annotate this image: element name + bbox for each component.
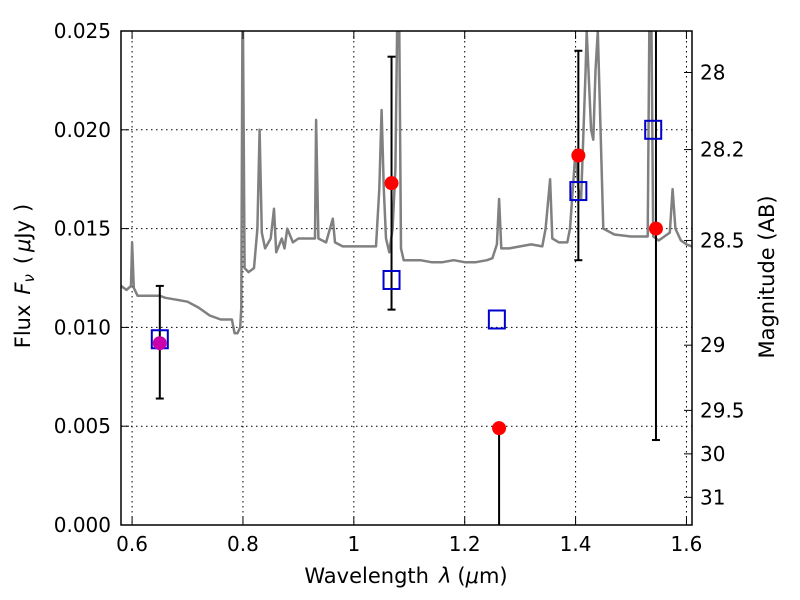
- y-tick-label: 0.010: [54, 315, 111, 339]
- square-marker-layer: [150, 119, 663, 350]
- flux-point: [571, 148, 586, 163]
- plot-frame: [120, 30, 693, 526]
- y-tick-label: 0.005: [54, 414, 111, 438]
- red-point-layer: [152, 148, 663, 436]
- x-tick-label: 1.4: [560, 532, 592, 556]
- x-tick-label: 1: [347, 532, 360, 556]
- square-marker: [487, 309, 506, 330]
- x-tick-label: 0.6: [116, 532, 148, 556]
- flux-point: [492, 421, 507, 436]
- square-marker: [382, 269, 401, 290]
- grid-lines: [121, 31, 692, 525]
- right-tick-label: 28.5: [700, 228, 745, 252]
- y-tick-label: 0.015: [54, 217, 111, 241]
- right-tick-label: 29: [700, 333, 725, 357]
- axis-ticks: 0.6 0.8 1 1.2 1.4 1.6 0.000 0.005 0.010 0.015 0.02…: [54, 19, 745, 556]
- spectrum-curve-layer: [121, 31, 692, 335]
- x-tick-label: 0.8: [227, 532, 259, 556]
- right-tick-label: 30: [700, 442, 725, 466]
- square-marker: [644, 119, 663, 140]
- x-tick-label: 1.6: [671, 532, 703, 556]
- right-tick-label: 28.2: [700, 138, 745, 162]
- right-tick-label: 29.5: [700, 398, 745, 422]
- y-axis-title: FluxFν(μJy): [11, 204, 38, 349]
- spectrum-line: [121, 31, 692, 335]
- y-tick-label: 0.020: [54, 118, 111, 142]
- y-tick-label: 0.000: [54, 513, 111, 537]
- x-axis-title: Wavelength λ (μm): [304, 564, 507, 588]
- flux-point: [152, 336, 167, 351]
- y-tick-label: 0.025: [54, 19, 111, 43]
- right-tick-label: 28: [700, 60, 725, 84]
- right-tick-label: 31: [700, 485, 725, 509]
- flux-point: [384, 176, 399, 191]
- right-axis-title: Magnitude (AB): [755, 195, 779, 358]
- x-tick-label: 1.2: [449, 532, 481, 556]
- square-marker: [569, 181, 588, 202]
- flux-point: [648, 221, 663, 236]
